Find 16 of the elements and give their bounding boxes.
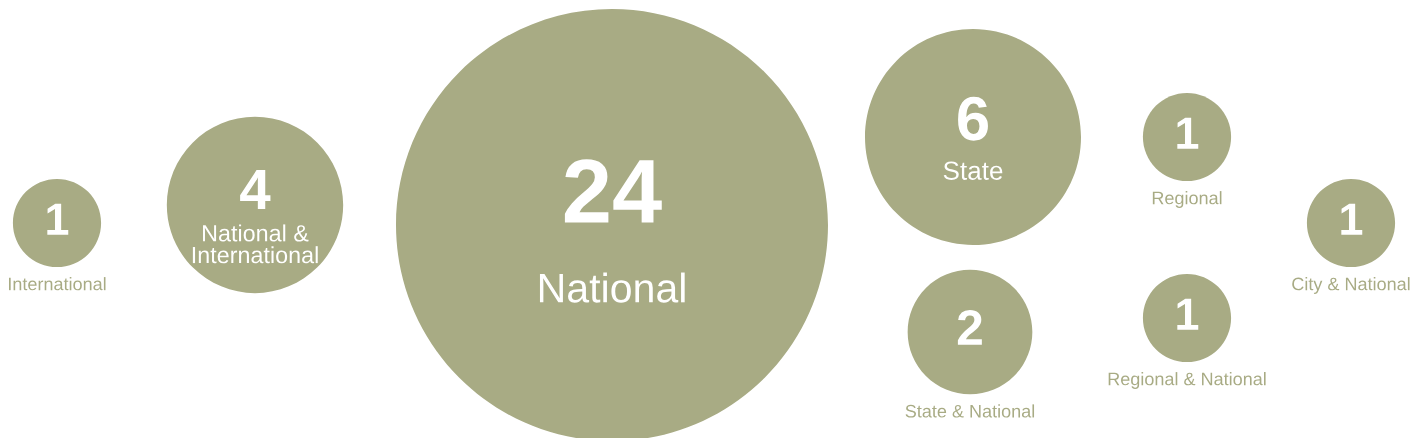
- data-label: 1: [1177, 117, 1199, 149]
- category-label: International: [8, 277, 106, 291]
- data-label: 2: [957, 310, 982, 345]
- category-label: Regional: [1152, 191, 1222, 208]
- data-label: 24: [564, 159, 662, 223]
- data-label: 4: [240, 170, 271, 210]
- category-label: State & National: [905, 404, 1035, 418]
- data-label: 1: [47, 203, 69, 235]
- data-label: 1: [1341, 203, 1363, 235]
- category-label: National: [539, 272, 685, 303]
- category-label: National & International: [192, 224, 318, 264]
- category-label: State: [943, 161, 1003, 180]
- category-label: City & National: [1292, 277, 1410, 294]
- data-label: 6: [958, 96, 988, 141]
- data-label: 1: [1177, 298, 1199, 330]
- category-label: Regional & National: [1108, 372, 1266, 389]
